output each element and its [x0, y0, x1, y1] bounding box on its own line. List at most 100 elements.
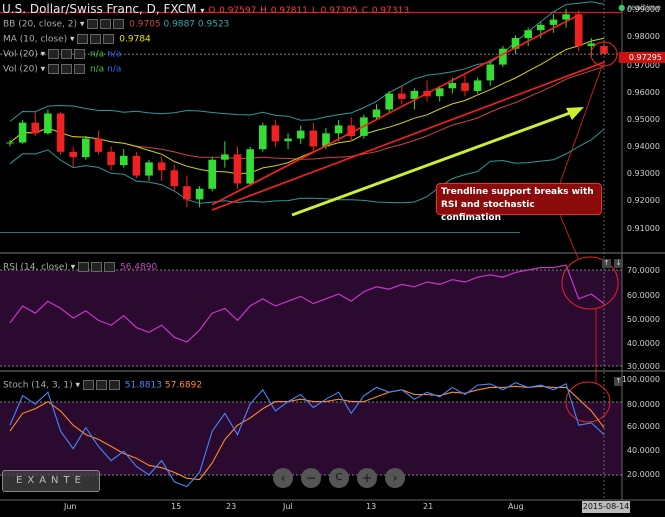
vol-value-2: n/a [107, 49, 122, 60]
zoom-in-button[interactable]: + [357, 468, 377, 488]
visibility-icon[interactable] [48, 64, 60, 74]
chart-header: U.S. Dollar/Swiss Franc, D, FXCM ▾ O 0.9… [2, 2, 409, 16]
date-tick: Jun [64, 502, 77, 511]
candle-body [183, 186, 191, 200]
candle-body [347, 125, 355, 136]
rsi-maximize-button[interactable]: ↑ [602, 259, 611, 268]
zoom-out-button[interactable]: − [301, 468, 321, 488]
date-tick: Jul [283, 502, 293, 511]
candle-body [435, 88, 444, 97]
close-icon[interactable] [108, 380, 120, 390]
settings-icon[interactable] [95, 380, 107, 390]
stoch-header[interactable]: Stoch (14, 3, 1) ▾ 51.8813 57.6892 [3, 380, 202, 391]
highlight-circle [561, 256, 619, 310]
candle-body [473, 80, 482, 91]
candle-body [56, 113, 65, 152]
ma-line [9, 37, 605, 175]
rsi-tick: 60.0000 [626, 291, 660, 300]
indicator-vol-row-1[interactable]: Vol (20) ▾ n/a n/a [3, 49, 121, 60]
rsi-tick: 50.0000 [626, 315, 660, 324]
candle-body [486, 64, 495, 81]
candle-body [385, 93, 393, 110]
close-icon[interactable] [103, 34, 115, 44]
stoch-k-line [9, 382, 605, 488]
indicator-bb-row[interactable]: BB (20, close, 2) ▾ 0.9705 0.9887 0.9523 [3, 19, 229, 30]
bb-upper-value: 0.9887 [163, 19, 196, 30]
stoch-tick: 40.0000 [626, 446, 660, 455]
indicator-ma-row[interactable]: MA (10, close) ▾ 0.9784 [3, 34, 151, 45]
indicator-bb-label[interactable]: BB (20, close, 2) [3, 19, 78, 30]
candle-body [284, 138, 292, 142]
realtime-label: realtime [627, 3, 661, 12]
rsi-close-button[interactable]: ↓ [614, 259, 623, 268]
price-tick: 0.94000 [626, 142, 660, 151]
ohlc-high-value: 0.97811 [270, 6, 308, 16]
indicator-ma-label[interactable]: MA (10, close) [3, 34, 68, 45]
indicator-vol-label[interactable]: Vol (20) [3, 64, 38, 75]
stoch-k-value: 51.8813 [124, 380, 162, 391]
candle-body [132, 155, 141, 176]
close-icon[interactable] [74, 64, 86, 74]
dropdown-icon[interactable]: ▾ [72, 380, 83, 391]
close-icon[interactable] [113, 19, 125, 29]
visibility-icon[interactable] [77, 34, 89, 44]
annotation-box[interactable]: Trendline support breaks with RSI and st… [436, 183, 602, 223]
stoch-maximize-button[interactable]: ↑ [614, 377, 623, 386]
candle-body [410, 91, 419, 99]
settings-icon[interactable] [61, 49, 73, 59]
candle-body [82, 138, 90, 158]
settings-icon[interactable] [100, 19, 112, 29]
dropdown-icon[interactable]: ▾ [37, 49, 49, 60]
stoch-tick: 60.0000 [626, 422, 660, 431]
price-tick: 0.98000 [626, 32, 660, 41]
ohlc-close-value: 0.97313 [371, 6, 410, 16]
price-tick: 0.92000 [626, 196, 660, 205]
current-date-marker: 2015-08-14 [582, 501, 630, 513]
visibility-icon[interactable] [82, 380, 94, 390]
bb-lower-value: 0.9523 [197, 19, 230, 30]
candle-body [31, 122, 40, 134]
arrow-head-icon [566, 107, 584, 120]
visibility-icon[interactable] [78, 262, 90, 272]
indicator-vol-label[interactable]: Vol (20) [3, 49, 38, 60]
settings-icon[interactable] [61, 64, 73, 74]
close-icon[interactable] [104, 262, 116, 272]
ohlc-close-label: C [361, 6, 368, 16]
annotation-text: Trendline support breaks with RSI and st… [441, 187, 594, 223]
candle-body [6, 142, 14, 144]
dropdown-icon[interactable]: ▾ [200, 6, 205, 15]
indicator-vol-row-2[interactable]: Vol (20) ▾ n/a n/a [3, 64, 121, 75]
stoch-label[interactable]: Stoch (14, 3, 1) [3, 380, 73, 391]
scroll-left-button[interactable]: ‹ [273, 468, 293, 488]
vol-value-1: n/a [89, 64, 105, 75]
ohlc-open-label: O [208, 6, 216, 16]
bb-lower-line [9, 128, 605, 204]
settings-icon[interactable] [90, 34, 102, 44]
rsi-label[interactable]: RSI (14, close) [3, 262, 68, 273]
scroll-right-button[interactable]: › [385, 468, 405, 488]
current-price-value: 0.97295 [628, 53, 662, 62]
candle-body [524, 30, 532, 39]
reset-button[interactable]: C [329, 468, 349, 488]
candle-body [208, 159, 216, 189]
settings-icon[interactable] [91, 262, 103, 272]
dropdown-icon[interactable]: ▾ [77, 19, 88, 30]
visibility-icon[interactable] [87, 19, 99, 29]
rsi-tick: 30.0000 [626, 362, 660, 371]
candle-body [562, 14, 570, 20]
dropdown-icon[interactable]: ▾ [37, 64, 49, 75]
candle-body [511, 38, 520, 49]
candle-body [271, 125, 280, 142]
rsi-header[interactable]: RSI (14, close) ▾ 56.4890 [3, 262, 157, 273]
symbol-title[interactable]: U.S. Dollar/Swiss Franc, D, FXCM [2, 2, 197, 16]
realtime-indicator: ● realtime [618, 3, 661, 12]
candle-body [69, 151, 77, 158]
visibility-icon[interactable] [48, 49, 60, 59]
dropdown-icon[interactable]: ▾ [67, 34, 78, 45]
dropdown-icon[interactable]: ▾ [67, 262, 79, 273]
vol-value-1: n/a [89, 49, 105, 60]
close-icon[interactable] [74, 49, 86, 59]
price-tick: 0.93000 [626, 169, 660, 178]
